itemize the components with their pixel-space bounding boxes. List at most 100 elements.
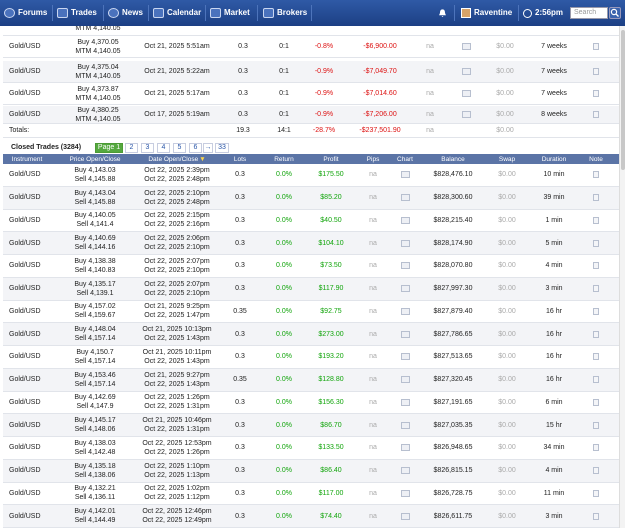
price-cell: Buy 4,140.69 Sell 4,144.16 [57, 232, 133, 254]
user-menu[interactable]: Raventine [461, 0, 512, 26]
chart-cell[interactable] [393, 414, 417, 436]
note-cell[interactable] [583, 414, 609, 436]
col-date[interactable]: Date Open/Close ▼ [139, 154, 215, 164]
scrollbar-thumb[interactable] [621, 30, 625, 170]
price-mtm: MTM 4,140.05 [75, 47, 121, 55]
page-link[interactable]: 2 [125, 143, 138, 153]
note-cell[interactable] [583, 346, 609, 368]
next-page-arrow[interactable]: → [203, 143, 213, 153]
chart-cell[interactable] [451, 61, 481, 82]
note-cell[interactable] [583, 301, 609, 323]
chart-cell[interactable] [393, 437, 417, 459]
profit-cell: $92.75 [320, 307, 342, 315]
chart-cell[interactable] [393, 483, 417, 505]
chart-cell[interactable] [393, 505, 417, 527]
page-link[interactable]: 33 [215, 143, 229, 153]
nav-forums[interactable]: Forums [4, 0, 47, 26]
note-cell[interactable] [583, 164, 609, 186]
chart-cell[interactable] [451, 83, 481, 104]
chart-cell[interactable] [393, 323, 417, 345]
page-link[interactable]: 6 [189, 143, 202, 153]
col-instrument[interactable]: Instrument [11, 155, 43, 163]
balance-cell: $826,948.65 [433, 444, 473, 452]
pips-cell: na [369, 398, 377, 406]
chart-icon [400, 398, 410, 406]
date-cell: Oct 22, 2025 2:39pm Oct 22, 2025 2:48pm [137, 164, 217, 186]
pct-cell: -0.9% [314, 90, 334, 97]
search-button[interactable] [609, 7, 621, 19]
nav-news[interactable]: News [108, 0, 143, 26]
chart-cell[interactable] [393, 255, 417, 277]
chart-cell[interactable] [393, 460, 417, 482]
chart-cell[interactable] [451, 106, 481, 123]
note-icon [593, 216, 599, 224]
chart-cell[interactable] [393, 369, 417, 391]
price-open: Buy 4,140.69 [74, 235, 116, 243]
note-cell[interactable] [583, 392, 609, 414]
note-cell[interactable] [583, 437, 609, 459]
notifications-bell[interactable] [438, 0, 447, 26]
chart-cell[interactable] [393, 346, 417, 368]
note-cell[interactable] [583, 323, 609, 345]
note-cell[interactable] [583, 36, 609, 57]
col-profit[interactable]: Profit [313, 154, 349, 164]
closed-trade-row: Gold/USD Buy 4,148.04 Sell 4,157.14 Oct 21,… [3, 323, 619, 346]
col-return[interactable]: Return [265, 154, 303, 164]
page-current[interactable]: Page 1 [95, 143, 123, 153]
duration-cell: 4 min [545, 467, 563, 475]
page-link[interactable]: 3 [141, 143, 154, 153]
price-open: Buy 4,135.18 [74, 462, 116, 470]
nav-calendar[interactable]: Calendar [153, 0, 201, 26]
page-link[interactable]: 4 [157, 143, 170, 153]
chart-cell[interactable] [393, 392, 417, 414]
col-swap[interactable]: Swap [491, 154, 523, 164]
pips-cell: na [369, 421, 377, 429]
nav-news-label: News [122, 8, 143, 17]
profit-cell: $273.00 [318, 330, 344, 338]
price-open: Buy 4,145.17 [74, 417, 116, 425]
chart-cell[interactable] [451, 36, 481, 57]
note-cell[interactable] [583, 505, 609, 527]
vertical-scrollbar[interactable] [619, 0, 625, 528]
chart-cell[interactable] [393, 301, 417, 323]
chart-cell[interactable] [393, 187, 417, 209]
col-duration[interactable]: Duration [531, 154, 577, 164]
chart-cell[interactable] [393, 232, 417, 254]
price-close: Sell 4,157.14 [74, 335, 116, 343]
nav-trades[interactable]: Trades [57, 0, 97, 26]
nav-brokers[interactable]: Brokers [263, 0, 307, 26]
note-cell[interactable] [583, 460, 609, 482]
note-cell[interactable] [583, 278, 609, 300]
note-cell[interactable] [583, 61, 609, 82]
col-balance[interactable]: Balance [431, 154, 475, 164]
nav-market[interactable]: Market [210, 0, 250, 26]
note-icon [593, 330, 599, 338]
note-icon [593, 285, 599, 293]
chart-cell[interactable] [393, 210, 417, 232]
instrument-cell: Gold/USD [9, 216, 41, 224]
instrument-cell: Gold/USD [9, 43, 41, 50]
note-cell[interactable] [583, 83, 609, 104]
note-cell[interactable] [583, 369, 609, 391]
note-cell[interactable] [583, 232, 609, 254]
price-cell: Buy 4,143.03 Sell 4,145.88 [57, 164, 133, 186]
col-lots[interactable]: Lots [225, 154, 255, 164]
price-open: Buy 4,138.03 [74, 439, 116, 447]
page-link[interactable]: 5 [173, 143, 186, 153]
clock: 2:56pm [523, 0, 563, 26]
date-close: Oct 22, 2025 2:10pm [144, 289, 210, 297]
col-pips[interactable]: Pips [359, 154, 387, 164]
note-cell[interactable] [583, 187, 609, 209]
note-cell[interactable] [583, 255, 609, 277]
search-input[interactable]: Search [570, 7, 608, 19]
note-cell[interactable] [583, 210, 609, 232]
chart-cell[interactable] [393, 278, 417, 300]
closed-trade-row: Gold/USD Buy 4,153.46 Sell 4,157.14 Oct 21,… [3, 368, 619, 392]
note-cell[interactable] [583, 106, 609, 123]
chart-cell[interactable] [393, 164, 417, 186]
closed-trade-row: Gold/USD Buy 4,143.03 Sell 4,145.88 Oct 22,… [3, 164, 619, 187]
col-price[interactable]: Price Open/Close [69, 155, 121, 163]
note-cell[interactable] [583, 483, 609, 505]
totals-pct: -28.7% [312, 127, 336, 134]
swap-cell: $0.00 [498, 239, 516, 247]
